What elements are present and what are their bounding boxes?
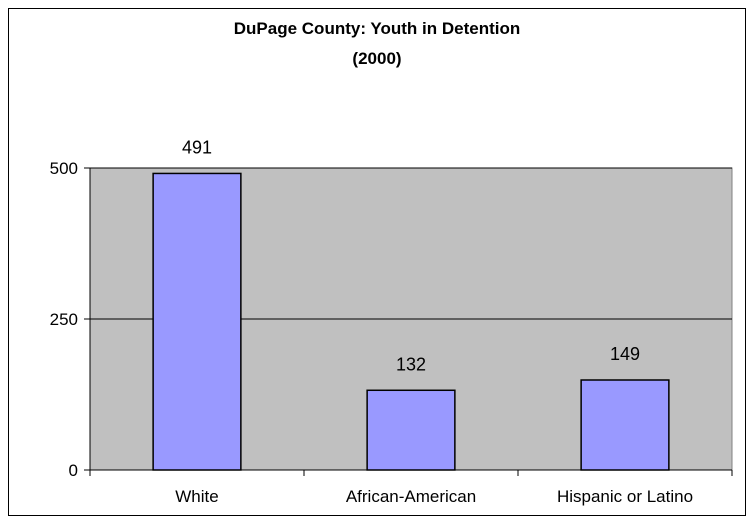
bar-african-american xyxy=(366,389,456,471)
x-tick-label-african-american: African-American xyxy=(346,487,476,506)
y-tick-label-0: 0 xyxy=(69,461,78,480)
y-tick-label-250: 250 xyxy=(50,310,78,329)
chart-title: DuPage County: Youth in Detention xyxy=(234,19,520,38)
data-label-hispanic-or-latino: 149 xyxy=(610,344,640,364)
bar-white xyxy=(152,172,242,471)
plot-area: 0 250 500 491 White 132 African-American 149 His… xyxy=(50,137,733,506)
x-tick-label-hispanic-or-latino: Hispanic or Latino xyxy=(557,487,693,506)
data-label-african-american: 132 xyxy=(396,354,426,374)
data-label-white: 491 xyxy=(182,137,212,157)
y-tick-label-500: 500 xyxy=(50,159,78,178)
bar-hispanic-or-latino xyxy=(580,379,670,471)
x-tick-label-white: White xyxy=(175,487,218,506)
chart-subtitle: (2000) xyxy=(352,49,401,68)
